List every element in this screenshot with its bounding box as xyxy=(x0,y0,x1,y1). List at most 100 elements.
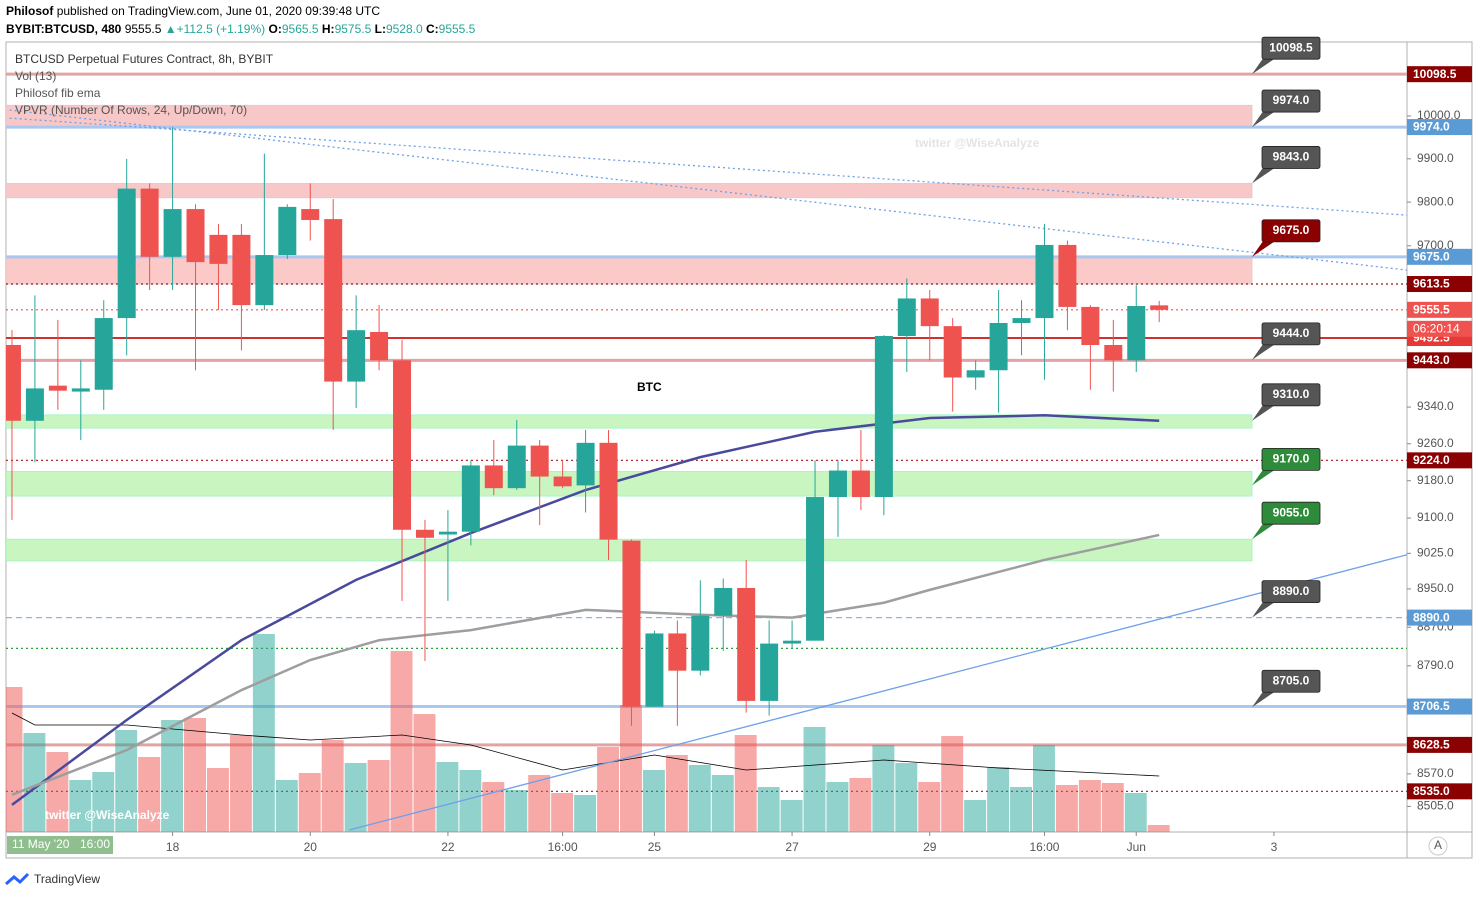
volume-bar xyxy=(184,718,206,832)
candle-body xyxy=(6,344,21,421)
candle-body xyxy=(783,640,802,644)
price-tag-label: 10098.5 xyxy=(1413,67,1457,81)
y-tick-label: 8790.0 xyxy=(1417,658,1454,672)
y-tick-label: 9025.0 xyxy=(1417,546,1454,560)
price-tag xyxy=(1407,609,1472,626)
candle-body xyxy=(897,298,916,337)
time-tag: 16:00 xyxy=(80,837,110,851)
published: published on TradingView.com, June 01, 2… xyxy=(57,4,381,18)
symbol-line: BYBIT:BTCUSD, 480 9555.5 ▲+112.5 (+1.19%… xyxy=(6,22,476,36)
callout-label: 10098.5 xyxy=(1269,40,1313,54)
candle-body xyxy=(1150,305,1169,310)
volume-bar xyxy=(206,768,229,832)
volume-ma xyxy=(11,712,1160,777)
scale-button-label[interactable]: A xyxy=(1434,838,1442,852)
volume-bar xyxy=(872,745,895,832)
legend-item: VPVR (Number Of Rows, 24, Up/Down, 70) xyxy=(15,103,247,117)
volume-bar xyxy=(1078,780,1101,832)
candle-body xyxy=(232,234,251,306)
price-tag-label: 9613.5 xyxy=(1413,277,1450,291)
last-price: 9555.5 xyxy=(125,22,162,36)
y-tick-label: 8570.0 xyxy=(1417,766,1454,780)
legend-item: BTCUSD Perpetual Futures Contract, 8h, B… xyxy=(15,52,274,66)
ohlc-value: 9575.5 xyxy=(335,22,372,36)
candle-body xyxy=(1012,318,1031,324)
callout-box xyxy=(1261,36,1321,60)
trendline xyxy=(9,117,1407,216)
candle-body xyxy=(1104,344,1123,361)
price-tag xyxy=(1407,66,1472,83)
candle-body xyxy=(828,470,847,498)
volume-bar xyxy=(803,727,826,832)
candle-body xyxy=(553,476,572,487)
header-line: Philosof published on TradingView.com, J… xyxy=(6,4,380,18)
callout-box xyxy=(1261,89,1321,113)
candle-body xyxy=(806,497,825,641)
volume-bar xyxy=(138,757,161,832)
x-tick-label: Jun xyxy=(1127,840,1146,854)
ohlc-key: O: xyxy=(269,22,282,36)
volume-bar xyxy=(1055,785,1078,832)
volume-bar xyxy=(367,760,390,832)
callout-box xyxy=(1261,322,1321,346)
candle-body xyxy=(48,385,67,391)
x-tick-label: 27 xyxy=(785,840,799,854)
price-tag-label: 8890.0 xyxy=(1413,610,1450,624)
candle-body xyxy=(25,388,44,421)
brand: TradingView xyxy=(34,872,100,886)
candle-body xyxy=(507,445,526,489)
zone xyxy=(6,183,1253,199)
callout-label: 9675.0 xyxy=(1273,223,1310,237)
volume-bar xyxy=(390,651,413,832)
y-tick-label: 9900.0 xyxy=(1417,151,1454,165)
volume-bar xyxy=(252,634,275,832)
candle-body xyxy=(117,188,136,319)
volume-bar xyxy=(665,755,688,832)
volume-bar xyxy=(528,775,551,832)
candle-body xyxy=(370,331,389,361)
price-tag xyxy=(1407,736,1472,753)
callout-box xyxy=(1261,501,1321,525)
ohlc-value: 9565.5 xyxy=(282,22,319,36)
change-arrow: ▲ xyxy=(165,22,177,36)
volume-bar xyxy=(895,763,918,832)
callout-box xyxy=(1261,447,1321,471)
volume-bar xyxy=(849,778,872,832)
ohlc-value: 9555.5 xyxy=(439,22,476,36)
x-tick-label: 16:00 xyxy=(548,840,578,854)
volume-bar xyxy=(229,735,252,832)
y-tick-label: 9100.0 xyxy=(1417,510,1454,524)
candle-body xyxy=(255,255,274,306)
candle-body xyxy=(943,326,962,378)
candle-body xyxy=(530,445,549,477)
ema-line xyxy=(11,533,1160,797)
volume-bar xyxy=(1033,745,1055,832)
scale-button[interactable] xyxy=(1428,836,1448,856)
volume-bar xyxy=(780,800,803,832)
candle-body xyxy=(599,442,618,540)
x-tick-label: 16:00 xyxy=(1029,840,1059,854)
volume-bar xyxy=(941,736,964,832)
volume-bar xyxy=(711,775,734,832)
volume-bar xyxy=(6,687,23,832)
volume-bar xyxy=(757,787,780,832)
volume-bar xyxy=(987,767,1010,832)
volume-bar xyxy=(1147,825,1170,832)
callout-label: 9843.0 xyxy=(1273,150,1310,164)
watermark: twitter @WiseAnalyze xyxy=(915,136,1040,150)
volume-bar xyxy=(275,780,298,832)
candle-body xyxy=(347,330,366,382)
chart-title: BTC xyxy=(637,380,662,394)
volume-bar xyxy=(597,747,619,832)
candle-body xyxy=(920,298,939,327)
candle-body xyxy=(1058,244,1077,307)
candle-body xyxy=(622,540,641,707)
volume-bar xyxy=(482,782,505,832)
x-tick-label: 20 xyxy=(304,840,318,854)
candle-body xyxy=(1081,306,1100,345)
ohlc-value: 9528.0 xyxy=(386,22,423,36)
volume-bar xyxy=(161,720,184,832)
callout-label: 8890.0 xyxy=(1273,584,1310,598)
price-tag xyxy=(1407,452,1472,469)
candle-body xyxy=(874,336,893,498)
